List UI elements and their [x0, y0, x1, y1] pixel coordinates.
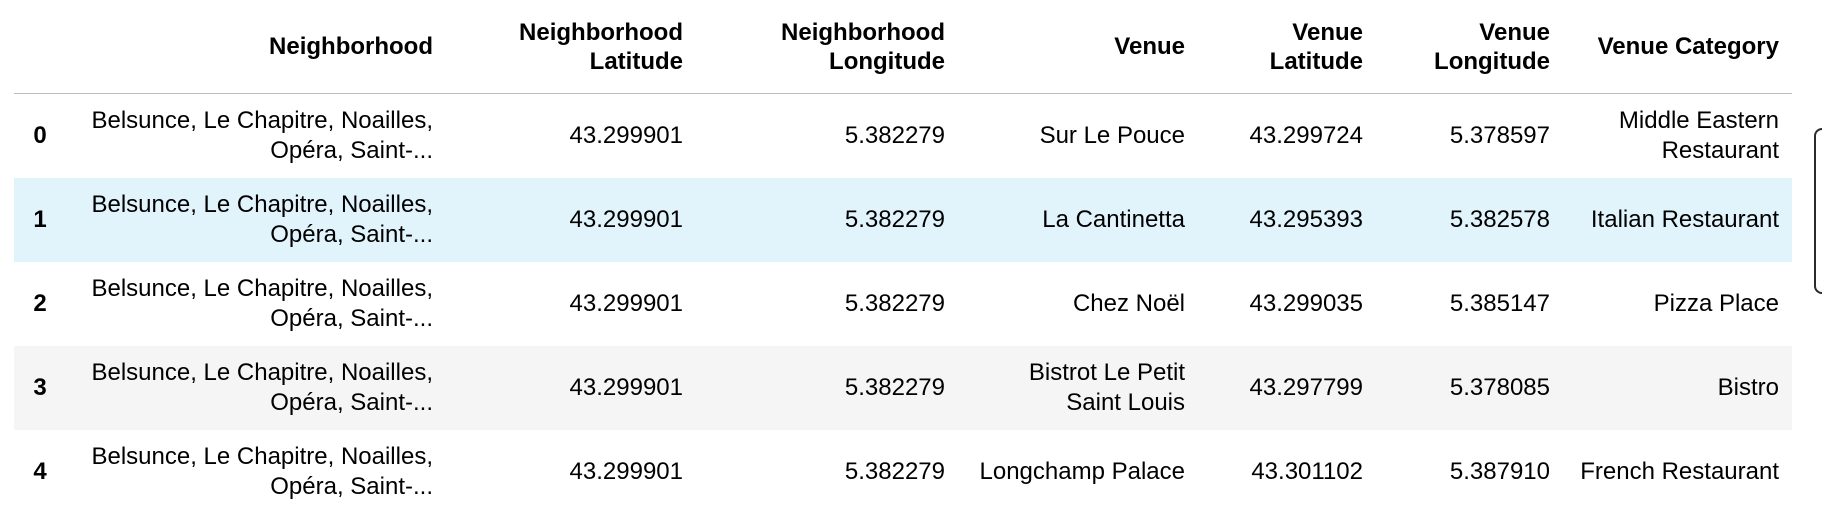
cell-neighborhood: Belsunce, Le Chapitre, Noailles, Opéra, S…: [66, 262, 446, 346]
column-header-venue-category: Venue Category: [1563, 0, 1792, 94]
cell-neighborhood-latitude: 43.299901: [569, 206, 683, 233]
table-row: 2 Belsunce, Le Chapitre, Noailles, Opéra, …: [14, 262, 1792, 346]
cell-line: Middle Eastern: [1618, 107, 1779, 134]
cell-line: Italian Restaurant: [1590, 206, 1779, 233]
column-header-venue-longitude: Venue Longitude: [1376, 0, 1563, 94]
cell-line: Belsunce, Le Chapitre, Noailles,: [91, 275, 433, 302]
row-index: 2: [33, 290, 47, 317]
cell-neighborhood: Belsunce, Le Chapitre, Noailles, Opéra, S…: [66, 430, 446, 514]
table-header: Neighborhood Neighborhood Latitude Neigh…: [14, 0, 1792, 94]
scrollbar-handle[interactable]: [1814, 128, 1822, 294]
header-line: Neighborhood: [269, 33, 433, 60]
cell-venue-longitude: 5.378597: [1449, 122, 1550, 149]
cell-venue-category: Bistro: [1563, 346, 1792, 430]
cell-neighborhood-latitude: 43.299901: [569, 290, 683, 317]
header-line: Neighborhood: [519, 18, 683, 46]
column-header-venue: Venue: [958, 0, 1198, 94]
cell-line: Opéra, Saint-...: [270, 221, 433, 248]
cell-neighborhood-longitude: 5.382279: [844, 122, 945, 149]
index-column-header: [14, 0, 66, 94]
cell-line: Restaurant: [1661, 137, 1779, 164]
cell-venue-latitude: 43.297799: [1249, 374, 1363, 401]
table-row: 3 Belsunce, Le Chapitre, Noailles, Opéra, …: [14, 346, 1792, 430]
cell-neighborhood-latitude: 43.299901: [569, 122, 683, 149]
header-line: Venue: [1292, 18, 1363, 46]
cell-venue-latitude: 43.299035: [1249, 290, 1363, 317]
header-line: Latitude: [1269, 47, 1363, 75]
cell-line: Belsunce, Le Chapitre, Noailles,: [91, 359, 433, 386]
cell-neighborhood-longitude: 5.382279: [844, 206, 945, 233]
cell-neighborhood: Belsunce, Le Chapitre, Noailles, Opéra, S…: [66, 94, 446, 179]
cell-line: Pizza Place: [1653, 290, 1779, 317]
cell-line: Bistro: [1717, 374, 1779, 401]
cell-venue: Bistrot Le Petit Saint Louis: [958, 346, 1198, 430]
cell-venue-latitude: 43.295393: [1249, 206, 1363, 233]
cell-line: Chez Noël: [1072, 290, 1185, 317]
cell-line: Opéra, Saint-...: [270, 473, 433, 500]
column-header-venue-latitude: Venue Latitude: [1198, 0, 1376, 94]
table-row: 0 Belsunce, Le Chapitre, Noailles, Opéra, …: [14, 94, 1792, 179]
table-row: 4 Belsunce, Le Chapitre, Noailles, Opéra, …: [14, 430, 1792, 514]
header-line: Venue: [1114, 33, 1185, 60]
cell-line: Belsunce, Le Chapitre, Noailles,: [91, 191, 433, 218]
cell-venue-category: Italian Restaurant: [1563, 178, 1792, 262]
header-line: Latitude: [589, 47, 683, 75]
cell-venue-latitude: 43.299724: [1249, 122, 1363, 149]
cell-line: Sur Le Pouce: [1039, 122, 1185, 149]
column-header-neighborhood-latitude: Neighborhood Latitude: [446, 0, 696, 94]
cell-line: Opéra, Saint-...: [270, 389, 433, 416]
cell-neighborhood-longitude: 5.382279: [844, 374, 945, 401]
cell-venue-category: Middle Eastern Restaurant: [1563, 94, 1792, 179]
dataframe-output: Neighborhood Neighborhood Latitude Neigh…: [14, 0, 1792, 514]
header-line: Longitude: [1434, 47, 1550, 75]
cell-neighborhood-longitude: 5.382279: [844, 290, 945, 317]
cell-venue-latitude: 43.301102: [1251, 458, 1363, 485]
row-index: 4: [33, 458, 47, 485]
cell-venue-category: Pizza Place: [1563, 262, 1792, 346]
header-row: Neighborhood Neighborhood Latitude Neigh…: [14, 0, 1792, 94]
column-header-neighborhood: Neighborhood: [66, 0, 446, 94]
cell-line: Belsunce, Le Chapitre, Noailles,: [91, 107, 433, 134]
cell-venue-longitude: 5.378085: [1449, 374, 1550, 401]
row-index: 0: [33, 122, 47, 149]
cell-venue: La Cantinetta: [958, 178, 1198, 262]
cell-neighborhood: Belsunce, Le Chapitre, Noailles, Opéra, S…: [66, 178, 446, 262]
cell-neighborhood-longitude: 5.382279: [844, 458, 945, 485]
cell-line: La Cantinetta: [1042, 206, 1185, 233]
cell-venue: Sur Le Pouce: [958, 94, 1198, 179]
cell-neighborhood: Belsunce, Le Chapitre, Noailles, Opéra, S…: [66, 346, 446, 430]
dataframe-table: Neighborhood Neighborhood Latitude Neigh…: [14, 0, 1792, 514]
cell-venue-longitude: 5.385147: [1449, 290, 1550, 317]
cell-venue-category: French Restaurant: [1563, 430, 1792, 514]
header-line: Venue: [1479, 18, 1550, 46]
table-row: 1 Belsunce, Le Chapitre, Noailles, Opéra, …: [14, 178, 1792, 262]
header-line: Venue Category: [1597, 33, 1779, 60]
cell-line: Longchamp Palace: [979, 458, 1185, 485]
cell-venue: Chez Noël: [958, 262, 1198, 346]
cell-line: Opéra, Saint-...: [270, 137, 433, 164]
cell-line: Belsunce, Le Chapitre, Noailles,: [91, 443, 433, 470]
row-index: 3: [33, 374, 47, 401]
cell-neighborhood-latitude: 43.299901: [569, 374, 683, 401]
cell-line: Bistrot Le Petit: [1028, 359, 1185, 386]
cell-venue: Longchamp Palace: [958, 430, 1198, 514]
cell-venue-longitude: 5.382578: [1449, 206, 1550, 233]
table-body: 0 Belsunce, Le Chapitre, Noailles, Opéra, …: [14, 94, 1792, 515]
row-index: 1: [33, 206, 47, 233]
cell-line: Opéra, Saint-...: [270, 305, 433, 332]
header-line: Longitude: [829, 47, 945, 75]
cell-line: French Restaurant: [1580, 458, 1779, 485]
cell-neighborhood-latitude: 43.299901: [569, 458, 683, 485]
cell-venue-longitude: 5.387910: [1449, 458, 1550, 485]
cell-line: Saint Louis: [1066, 389, 1185, 416]
header-line: Neighborhood: [781, 18, 945, 46]
column-header-neighborhood-longitude: Neighborhood Longitude: [696, 0, 958, 94]
